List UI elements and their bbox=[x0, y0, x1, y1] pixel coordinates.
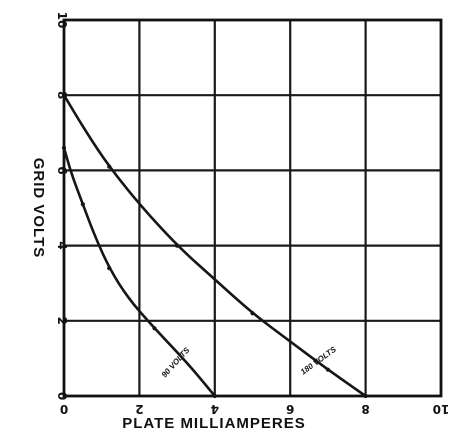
data-point-90-volts bbox=[80, 202, 85, 207]
plot-frame bbox=[62, 18, 443, 398]
tick-label-layer: 0 2 4 6 8 10 0 2 4 6 8 10 bbox=[55, 12, 449, 416]
curve-layer bbox=[62, 93, 367, 398]
x-tick-label-10: 10 bbox=[433, 402, 450, 416]
data-point-180-volts bbox=[363, 393, 368, 399]
data-point-180-volts bbox=[61, 93, 67, 98]
y-tick-label-10: 10 bbox=[55, 12, 69, 29]
series-line-180-volts bbox=[62, 93, 367, 398]
y-axis-label: GRID VOLTS bbox=[30, 158, 47, 259]
marker-layer bbox=[61, 93, 368, 399]
grid-layer bbox=[62, 18, 443, 398]
y-tick-label-4: 4 bbox=[55, 241, 69, 249]
y-tick-label-0: 0 bbox=[55, 392, 69, 400]
x-tick-label-6: 6 bbox=[286, 402, 294, 416]
data-point-90-volts bbox=[152, 326, 157, 331]
data-point-90-volts bbox=[212, 393, 217, 399]
x-tick-label-0: 0 bbox=[60, 402, 68, 416]
data-point-180-volts bbox=[175, 243, 180, 248]
x-tick-label-2: 2 bbox=[135, 402, 143, 416]
x-axis-label: PLATE MILLIAMPERES bbox=[122, 415, 306, 432]
data-point-180-volts bbox=[250, 311, 255, 316]
data-point-90-volts bbox=[61, 145, 67, 150]
y-tick-label-6: 6 bbox=[55, 166, 69, 174]
x-tick-label-4: 4 bbox=[211, 402, 219, 416]
y-tick-label-2: 2 bbox=[55, 317, 69, 325]
series-line-90-volts bbox=[62, 146, 217, 398]
x-tick-label-8: 8 bbox=[361, 402, 369, 416]
y-tick-label-8: 8 bbox=[55, 91, 69, 99]
data-point-90-volts bbox=[107, 266, 112, 271]
data-point-180-volts bbox=[107, 164, 112, 169]
data-point-180-volts bbox=[325, 367, 330, 372]
